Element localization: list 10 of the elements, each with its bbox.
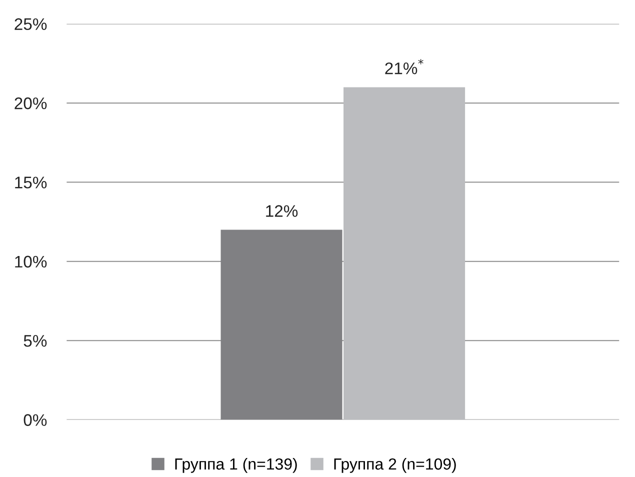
y-tick-label: 15% — [15, 176, 47, 188]
data-label: 12% — [266, 205, 298, 217]
y-tick-label: 0% — [24, 414, 47, 426]
data-label: 21%$^{*}$ — [385, 59, 424, 74]
y-tick-label: 5% — [24, 335, 47, 347]
legend-label: Группа 1 (n=139) — [175, 458, 297, 473]
y-tick-label: 10% — [15, 256, 47, 268]
y-tick-label: 20% — [14, 97, 47, 110]
y-tick-label: 25% — [14, 18, 47, 30]
legend-label: Группа 2 (n=109) — [334, 458, 456, 473]
